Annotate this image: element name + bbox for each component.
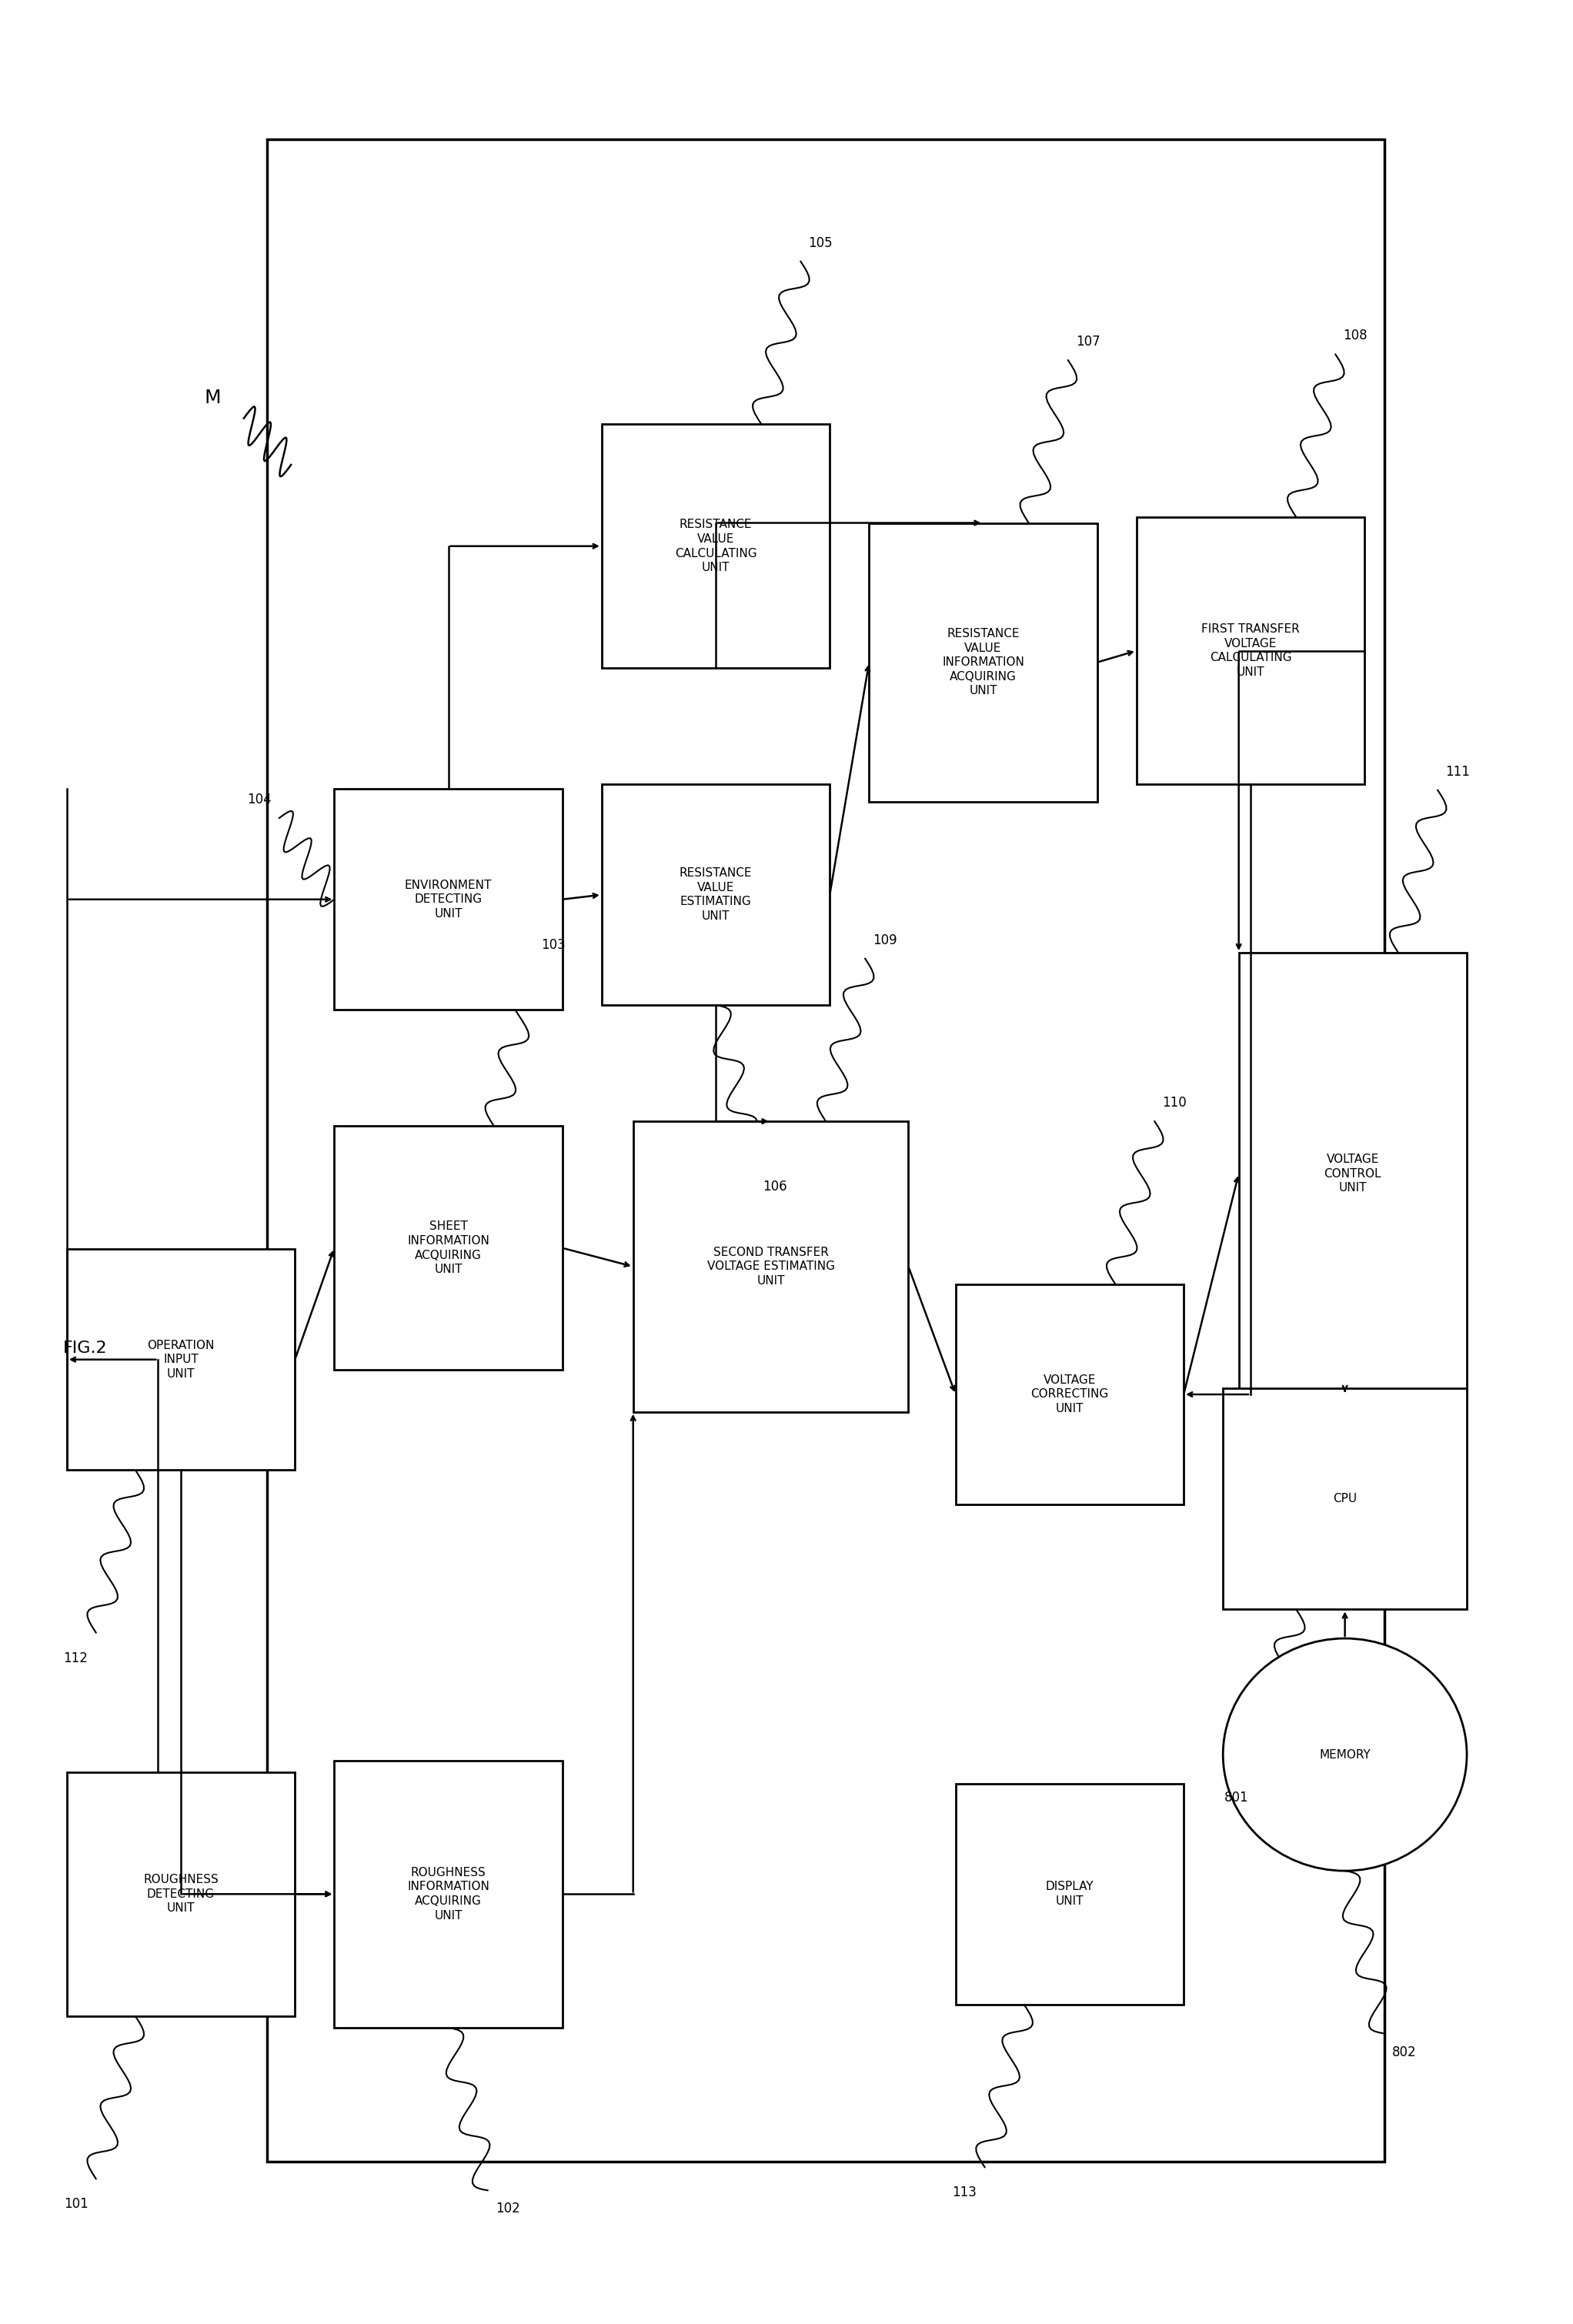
Text: RESISTANCE
VALUE
INFORMATION
ACQUIRING
UNIT: RESISTANCE VALUE INFORMATION ACQUIRING U… [942,627,1024,697]
Text: 108: 108 [1343,330,1367,344]
Text: ROUGHNESS
INFORMATION
ACQUIRING
UNIT: ROUGHNESS INFORMATION ACQUIRING UNIT [407,1866,489,1922]
Text: ENVIRONMENT
DETECTING
UNIT: ENVIRONMENT DETECTING UNIT [404,878,492,920]
FancyBboxPatch shape [1240,953,1466,1394]
Text: VOLTAGE
CORRECTING
UNIT: VOLTAGE CORRECTING UNIT [1030,1373,1109,1415]
Text: SECOND TRANSFER
VOLTAGE ESTIMATING
UNIT: SECOND TRANSFER VOLTAGE ESTIMATING UNIT [706,1246,835,1287]
Text: 801: 801 [1225,1792,1249,1803]
Text: VOLTAGE
CONTROL
UNIT: VOLTAGE CONTROL UNIT [1324,1153,1381,1195]
Text: ROUGHNESS
DETECTING
UNIT: ROUGHNESS DETECTING UNIT [143,1873,219,1915]
Text: 111: 111 [1446,765,1471,779]
Ellipse shape [1224,1638,1466,1871]
Text: 112: 112 [63,1650,88,1664]
FancyBboxPatch shape [68,1250,296,1471]
FancyBboxPatch shape [1224,1390,1466,1608]
Text: SHEET
INFORMATION
ACQUIRING
UNIT: SHEET INFORMATION ACQUIRING UNIT [407,1220,489,1276]
Text: 802: 802 [1392,2045,1416,2059]
FancyBboxPatch shape [602,786,831,1004]
FancyBboxPatch shape [1136,518,1365,786]
Text: DISPLAY
UNIT: DISPLAY UNIT [1046,1880,1093,1908]
Text: 107: 107 [1076,335,1100,349]
FancyBboxPatch shape [333,1125,562,1369]
Text: MEMORY: MEMORY [1320,1750,1370,1759]
FancyBboxPatch shape [333,790,562,1009]
Bar [267,139,1384,2161]
FancyBboxPatch shape [870,523,1098,802]
Text: 104: 104 [247,792,271,806]
Text: 106: 106 [763,1181,786,1192]
Text: 101: 101 [63,2199,88,2210]
FancyBboxPatch shape [956,1785,1184,2003]
Text: 109: 109 [873,934,897,946]
Text: CPU: CPU [1332,1494,1357,1504]
Text: RESISTANCE
VALUE
ESTIMATING
UNIT: RESISTANCE VALUE ESTIMATING UNIT [680,867,752,923]
Text: M: M [204,388,220,407]
Text: FIG.2: FIG.2 [63,1341,107,1355]
FancyBboxPatch shape [68,1771,296,2015]
Text: 103: 103 [541,939,566,951]
Text: OPERATION
INPUT
UNIT: OPERATION INPUT UNIT [148,1339,214,1380]
FancyBboxPatch shape [956,1283,1184,1506]
Text: 113: 113 [952,2185,977,2199]
Text: 105: 105 [809,237,832,251]
Text: RESISTANCE
VALUE
CALCULATING
UNIT: RESISTANCE VALUE CALCULATING UNIT [675,518,757,574]
Text: FIRST TRANSFER
VOLTAGE
CALCULATING
UNIT: FIRST TRANSFER VOLTAGE CALCULATING UNIT [1202,623,1299,679]
FancyBboxPatch shape [632,1120,908,1411]
FancyBboxPatch shape [602,423,831,669]
Text: 102: 102 [495,2203,521,2215]
Text: 110: 110 [1162,1097,1188,1109]
FancyBboxPatch shape [333,1762,562,2027]
